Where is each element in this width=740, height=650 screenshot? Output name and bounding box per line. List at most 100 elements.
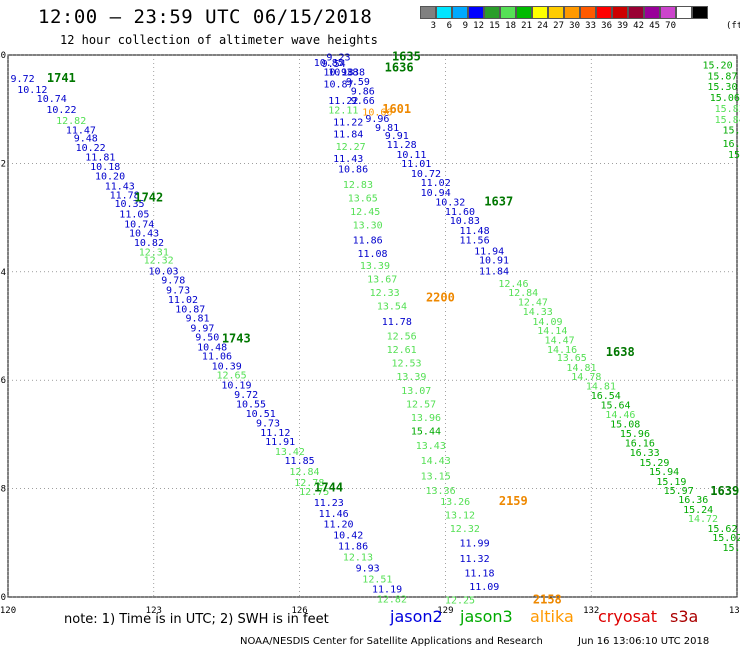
pass-time-label: 1637 xyxy=(484,195,513,209)
wave-height-value: 11.84 xyxy=(333,129,363,140)
wave-height-value: 13.12 xyxy=(445,510,475,521)
wave-height-value: 13.67 xyxy=(367,275,397,286)
wave-height-value: 15.84 xyxy=(715,115,740,126)
wave-height-value: 11.84 xyxy=(479,267,509,278)
wave-height-value: 10.43 xyxy=(129,229,159,240)
color-scale-label: 21 xyxy=(521,21,532,31)
wave-height-value: 15.20 xyxy=(703,61,733,72)
wave-height-value: 12.45 xyxy=(350,207,380,218)
wave-height-value: 10.91 xyxy=(479,256,509,267)
wave-height-value: 10.38 xyxy=(328,68,358,79)
wave-height-value: 15.87 xyxy=(707,71,737,82)
wave-height-value: 10.39 xyxy=(212,361,242,372)
wave-height-value: 11.01 xyxy=(401,159,431,170)
wave-height-value: 12.13 xyxy=(343,553,373,564)
wave-height-value: 16.33 xyxy=(630,448,660,459)
color-swatch xyxy=(580,6,596,19)
wave-height-value: 10.35 xyxy=(114,199,144,210)
pass-time-label: 1638 xyxy=(606,345,635,359)
pass-time-label: 1635 xyxy=(392,49,421,63)
wave-height-value: 11.08 xyxy=(357,249,387,260)
wave-height-value: 11.19 xyxy=(372,585,402,596)
wave-height-value: 12.75 xyxy=(299,487,329,498)
wave-height-value: 11.43 xyxy=(105,181,135,192)
wave-height-value: 15.83 xyxy=(715,104,740,115)
color-scale-label: 33 xyxy=(585,21,596,31)
wave-height-value: 15.02 xyxy=(712,533,740,544)
color-scale-label: 15 xyxy=(489,21,500,31)
wave-height-value: 15.19 xyxy=(656,477,686,488)
wave-height-value: 11.02 xyxy=(168,295,198,306)
wave-height-value: 9.38 xyxy=(341,68,365,79)
wave-height-value: 12.25 xyxy=(445,596,475,607)
wave-height-value: 13.96 xyxy=(411,413,441,424)
wave-height-value: 11.18 xyxy=(464,568,494,579)
wave-height-value: 10.03 xyxy=(148,267,178,278)
wave-height-value: 10.18 xyxy=(90,162,120,173)
map-frame xyxy=(7,54,738,598)
color-swatch xyxy=(516,6,532,19)
wave-height-value: 11.43 xyxy=(333,154,363,165)
pass-time-label: 1744 xyxy=(314,480,343,494)
wave-height-value: 9.23 xyxy=(326,52,350,63)
color-swatch xyxy=(628,6,644,19)
wave-height-value: 10.20 xyxy=(95,172,125,183)
wave-height-value: 10.22 xyxy=(46,105,76,116)
color-swatch xyxy=(532,6,548,19)
wave-height-value: 14.81 xyxy=(566,363,596,374)
wave-height-value: 10.19 xyxy=(221,380,251,391)
wave-height-value: 11.56 xyxy=(460,236,490,247)
wave-height-value: 9.91 xyxy=(385,131,409,142)
pass-time-label: 1636 xyxy=(385,60,414,74)
wave-height-value: 15.96 xyxy=(620,429,650,440)
wave-height-value: 16.16 xyxy=(625,438,655,449)
wave-height-value: 13.54 xyxy=(377,302,407,313)
wave-height-value: 12.53 xyxy=(391,359,421,370)
wave-height-value: 14.14 xyxy=(537,326,567,337)
wave-height-value: 9.73 xyxy=(166,285,190,296)
wave-height-value: 11.22 xyxy=(333,117,363,128)
wave-height-value: 13.65 xyxy=(348,193,378,204)
wave-height-value: 15.4 xyxy=(723,126,740,137)
color-swatch xyxy=(452,6,468,19)
credit-line: NOAA/NESDIS Center for Satellite Applica… xyxy=(240,636,543,647)
page-subtitle: 12 hour collection of altimeter wave hei… xyxy=(60,33,378,47)
wave-height-value: 10.74 xyxy=(37,94,67,105)
wave-height-value: 11.32 xyxy=(460,554,490,565)
footer-note: note: 1) Time is in UTC; 2) SWH is in fe… xyxy=(64,612,329,627)
wave-height-value: 12.27 xyxy=(336,142,366,153)
wave-height-value: 15.29 xyxy=(639,458,669,469)
wave-height-value: 15. xyxy=(728,150,740,161)
wave-height-value: 11.22 xyxy=(328,96,358,107)
wave-height-value: 11.81 xyxy=(85,153,115,164)
wave-height-value: 11.28 xyxy=(387,140,417,151)
wave-height-value: 12.84 xyxy=(508,288,538,299)
wave-height-value: 14.72 xyxy=(688,514,718,525)
wave-height-value: 12.82 xyxy=(377,594,407,605)
color-scale-label: 6 xyxy=(446,21,452,31)
legend-jason2: jason2 xyxy=(390,607,443,626)
lat-tick-label: -50 xyxy=(0,593,6,603)
wave-height-value: 10.94 xyxy=(421,188,451,199)
wave-height-value: 10.85 xyxy=(314,58,344,69)
wave-height-value: 14.78 xyxy=(571,372,601,383)
wave-height-value: 13.07 xyxy=(401,386,431,397)
color-swatch xyxy=(660,6,676,19)
color-scale-label: 9 xyxy=(462,21,468,31)
wave-height-value: 12.31 xyxy=(139,248,169,259)
wave-height-value: 13.26 xyxy=(440,497,470,508)
wave-height-value: 12.78 xyxy=(294,478,324,489)
wave-height-value: 11.86 xyxy=(338,541,368,552)
wave-height-value: 15.44 xyxy=(411,426,441,437)
wave-height-value: 9.93 xyxy=(356,564,380,575)
lat-tick-label: -44 xyxy=(0,268,6,278)
wave-height-value: 11.78 xyxy=(110,191,140,202)
wave-height-value: 10.83 xyxy=(450,216,480,227)
wave-height-value: 14.33 xyxy=(523,307,553,318)
lat-tick-label: -46 xyxy=(0,376,6,386)
wave-height-value: 13.43 xyxy=(416,441,446,452)
wave-height-value: 15.6 xyxy=(723,543,740,554)
wave-height-value: 10.12 xyxy=(17,85,47,96)
wave-height-value: 11.06 xyxy=(202,352,232,363)
